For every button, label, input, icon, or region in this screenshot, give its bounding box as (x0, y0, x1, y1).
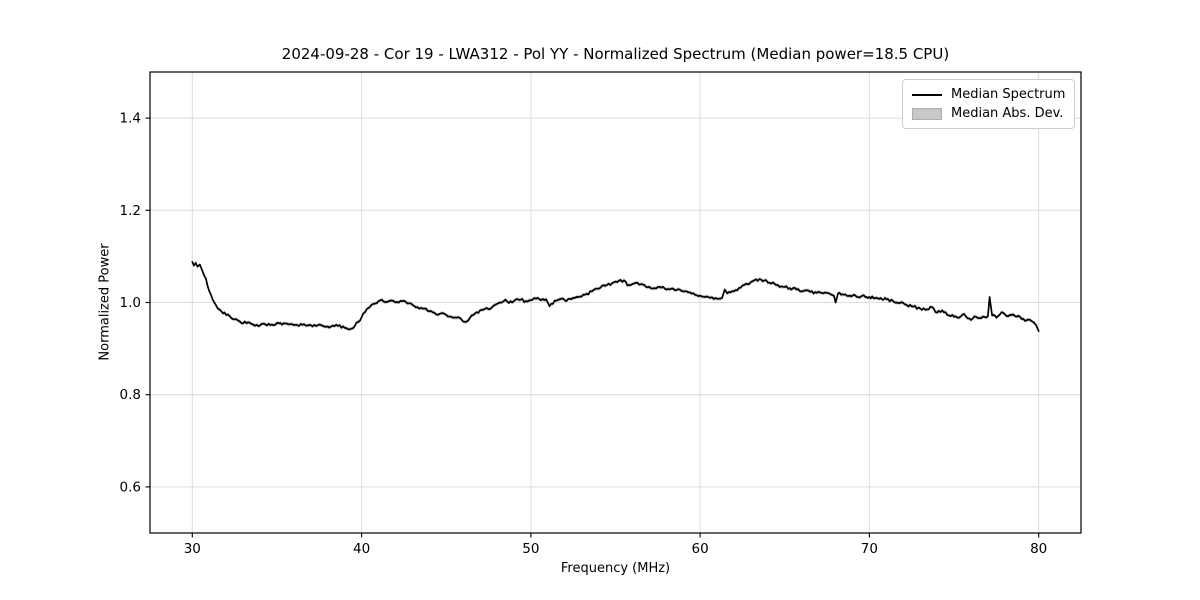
legend: Median Spectrum Median Abs. Dev. (902, 79, 1076, 129)
legend-item-median-abs-dev: Median Abs. Dev. (912, 104, 1065, 123)
line-swatch-icon (912, 93, 942, 96)
y-tick-label: 1.2 (120, 203, 141, 219)
y-tick-label: 1.0 (120, 295, 141, 311)
y-tick-label: 1.4 (120, 111, 141, 127)
patch-swatch-icon (912, 107, 942, 120)
legend-label-median-spectrum: Median Spectrum (951, 87, 1066, 102)
legend-item-median-spectrum: Median Spectrum (912, 85, 1065, 104)
y-tick-label: 0.6 (120, 479, 141, 495)
mad-band (192, 260, 1039, 333)
median-spectrum-line (191, 261, 1040, 332)
x-tick-label: 30 (184, 541, 201, 557)
x-tick-label: 50 (522, 541, 539, 557)
x-tick-label: 70 (861, 541, 878, 557)
y-tick-label: 0.8 (120, 387, 141, 403)
y-axis-label: Normalized Power (97, 243, 113, 361)
x-axis-label: Frequency (MHz) (560, 561, 671, 576)
x-tick-label: 80 (1030, 541, 1047, 557)
x-tick-label: 40 (353, 541, 370, 557)
x-tick-label: 60 (692, 541, 709, 557)
chart-title: 2024-09-28 - Cor 19 - LWA312 - Pol YY - … (281, 45, 950, 63)
legend-label-median-abs-dev: Median Abs. Dev. (951, 106, 1064, 121)
